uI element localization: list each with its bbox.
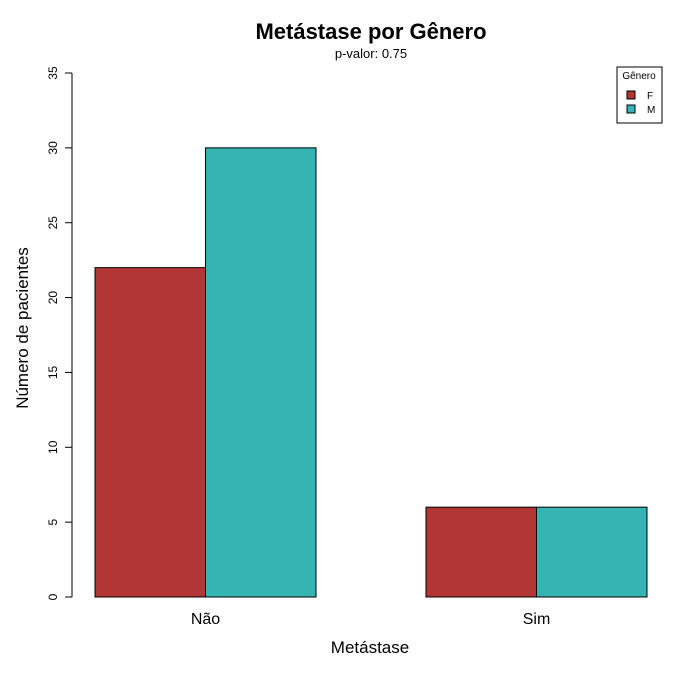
legend: Gênero FM <box>616 66 663 124</box>
y-axis-label: Número de pacientes <box>13 247 32 409</box>
y-tick-label: 15 <box>46 365 60 379</box>
legend-swatch-f <box>626 90 636 100</box>
bar-m-1 <box>536 506 648 598</box>
legend-title: Gênero <box>622 71 656 82</box>
chart-subtitle: p-valor: 0.75 <box>335 46 407 61</box>
bar-f-1 <box>425 506 537 598</box>
category-label: Não <box>191 611 220 628</box>
legend-label-f: F <box>647 91 653 102</box>
x-axis-label: Metástase <box>331 638 409 657</box>
bar-f-0 <box>94 267 206 598</box>
y-tick-label: 10 <box>46 440 60 454</box>
legend-box <box>616 66 663 124</box>
bars <box>94 147 648 598</box>
y-tick-label: 25 <box>46 216 60 230</box>
y-tick-label: 20 <box>46 291 60 305</box>
category-labels: Não Sim <box>191 611 550 628</box>
y-tick-label: 0 <box>46 593 60 600</box>
bar-m-0 <box>205 147 317 598</box>
category-label: Sim <box>523 611 551 628</box>
y-tick-label: 30 <box>46 141 60 155</box>
legend-swatch-m <box>626 104 636 114</box>
y-tick-label: 5 <box>46 518 60 525</box>
legend-label-m: M <box>647 105 655 116</box>
y-axis: 0 5 10 15 20 25 30 35 <box>46 66 73 600</box>
y-tick-label: 35 <box>46 66 60 80</box>
chart-title: Metástase por Gênero <box>255 19 486 44</box>
